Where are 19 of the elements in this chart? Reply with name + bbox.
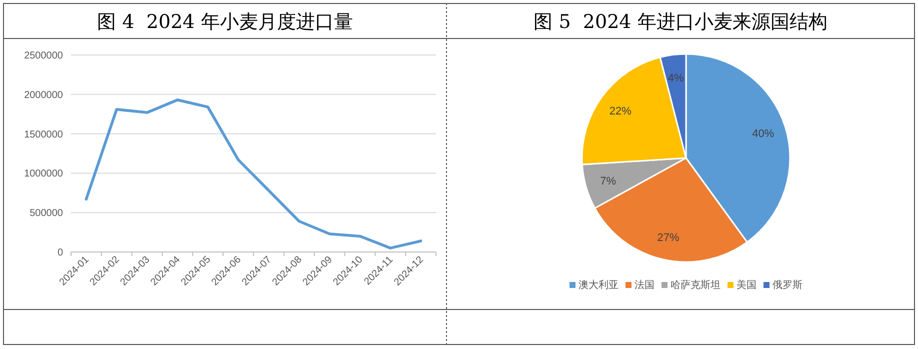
line-series [84,98,422,250]
data-label: 22% [609,105,632,118]
y-tick-label: 2500000 [24,50,64,62]
y-tick-label: 0 [57,248,64,258]
legend-label: 俄罗斯 [772,279,802,291]
y-tick-label: 1000000 [24,168,64,180]
legend-label: 美国 [736,279,756,291]
legend-label: 澳大利亚 [578,279,618,291]
data-label: 27% [657,232,680,244]
data-label: 4% [668,72,684,85]
data-label: 40% [752,128,774,140]
y-tick-label: 1500000 [24,129,64,140]
legend-label: 法国 [634,279,654,291]
chart-title: 图 4 2024 年小麦月度进口量 [97,11,353,33]
y-tick-label: 500000 [30,208,64,220]
data-label: 7% [600,176,616,188]
chart-title: 图 5 2024 年进口小麦来源国结构 [534,11,828,33]
legend-label: 哈萨克斯坦 [670,279,720,291]
y-tick-label: 2000000 [24,90,64,101]
